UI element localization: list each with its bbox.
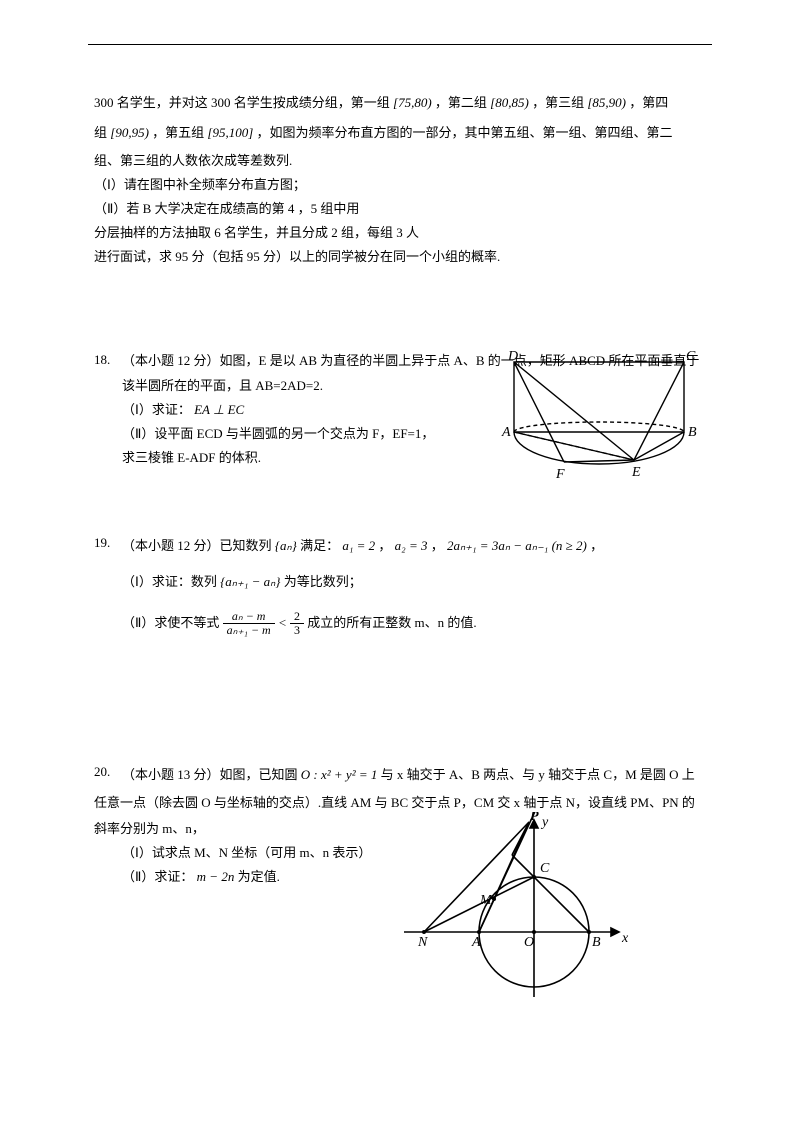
- a2: a₂ = 3: [395, 538, 428, 553]
- q17-part2a: （Ⅱ）若 B 大学决定在成绩高的第 4 ，5 组中用: [94, 198, 714, 220]
- circ: O : x² + y² = 1: [301, 767, 378, 782]
- t: 与 x 轴交于 A、B 两点、与 y 轴交于点 C，M 是圆 O 上: [381, 767, 695, 782]
- t: 成立的所有正整数 m、n 的值.: [307, 615, 476, 630]
- page-content: 300 名学生，并对这 300 名学生按成绩分组，第一组 [75,80) ，第二…: [94, 90, 714, 900]
- lblB: B: [688, 425, 697, 440]
- q17-line1: 300 名学生，并对这 300 名学生按成绩分组，第一组 [75,80) ，第二…: [94, 90, 714, 116]
- t: ，第二组: [435, 95, 487, 110]
- spacer: [94, 483, 714, 533]
- lblA: A: [501, 425, 511, 440]
- t: （本小题 12 分）已知数列: [122, 538, 272, 553]
- t: （Ⅱ）求使不等式: [122, 615, 219, 630]
- t: ，第五组: [152, 125, 204, 140]
- t: 为等比数列；: [284, 574, 362, 589]
- lblD: D: [507, 349, 518, 364]
- perp: EA ⊥ EC: [194, 402, 244, 417]
- group4: [90,95): [110, 125, 149, 140]
- q19-head: （本小题 12 分）已知数列 {aₙ} 满足： a₁ = 2 ， a₂ = 3 …: [122, 533, 714, 559]
- group3: [85,90): [587, 95, 626, 110]
- q17-block: 300 名学生，并对这 300 名学生按成绩分组，第一组 [75,80) ，第二…: [94, 90, 714, 268]
- t: （本小题 13 分）如图，已知圆: [122, 767, 298, 782]
- t: 300 名学生，并对这 300 名学生按成绩分组，第一组: [94, 95, 390, 110]
- q19-row: 19. （本小题 12 分）已知数列 {aₙ} 满足： a₁ = 2 ， a₂ …: [94, 533, 714, 640]
- q20-number: 20.: [94, 762, 122, 783]
- q19-body: （本小题 12 分）已知数列 {aₙ} 满足： a₁ = 2 ， a₂ = 3 …: [122, 533, 714, 640]
- q17-line3: 组、第三组的人数依次成等差数列.: [94, 150, 714, 172]
- rec: 2aₙ₊₁ = 3aₙ − aₙ₋₁ (n ≥ 2): [447, 538, 587, 553]
- seq: {aₙ}: [275, 538, 297, 553]
- lblx: x: [621, 931, 629, 946]
- q18-number: 18.: [94, 350, 122, 371]
- q17-part2c: 进行面试，求 95 分（包括 95 分）以上的同学被分在同一个小组的概率.: [94, 246, 714, 268]
- t: （Ⅰ）求证：数列: [122, 574, 217, 589]
- c: ，: [378, 538, 391, 553]
- q20-block: 20. （本小题 13 分）如图，已知圆 O : x² + y² = 1 与 x…: [94, 762, 714, 888]
- t: 满足：: [300, 538, 339, 553]
- q19-p1: （Ⅰ）求证：数列 {aₙ₊₁ − aₙ} 为等比数列；: [122, 569, 714, 595]
- lblN: N: [417, 935, 428, 950]
- lblO: O: [524, 935, 534, 950]
- lblP: P: [530, 812, 539, 824]
- lblE: E: [631, 465, 641, 480]
- frac1: aₙ − m aₙ₊₁ − m: [223, 610, 275, 637]
- lblM: M: [479, 893, 493, 908]
- q20-row: 20. （本小题 13 分）如图，已知圆 O : x² + y² = 1 与 x…: [94, 762, 714, 790]
- a1: a₁ = 2: [342, 538, 375, 553]
- group5: [95,100]: [207, 125, 253, 140]
- t: ，如图为频率分布直方图的一部分，其中第五组、第一组、第四组、第二: [257, 125, 673, 140]
- t: 为定值.: [238, 869, 280, 884]
- spacer: [94, 652, 714, 762]
- q17-part1: （Ⅰ）请在图中补全频率分布直方图；: [94, 174, 714, 196]
- q20-figure: N A O B x y C M P: [394, 812, 634, 1002]
- t: （Ⅱ）求证：: [122, 869, 193, 884]
- lblA: A: [471, 935, 481, 950]
- spacer: [94, 280, 714, 350]
- q19-p2: （Ⅱ）求使不等式 aₙ − m aₙ₊₁ − m < 2 3 成立的所有正整数 …: [122, 609, 714, 638]
- q20-head: （本小题 13 分）如图，已知圆 O : x² + y² = 1 与 x 轴交于…: [122, 762, 714, 788]
- q17-part2b: 分层抽样的方法抽取 6 名学生，并且分成 2 组，每组 3 人: [94, 222, 714, 244]
- c: ，: [590, 538, 603, 553]
- q20-body: （本小题 13 分）如图，已知圆 O : x² + y² = 1 与 x 轴交于…: [122, 762, 714, 790]
- num: 2: [290, 610, 304, 624]
- page-top-rule: [88, 44, 712, 45]
- q19-block: 19. （本小题 12 分）已知数列 {aₙ} 满足： a₁ = 2 ， a₂ …: [94, 533, 714, 640]
- lblB: B: [592, 935, 601, 950]
- t: （Ⅰ）求证：: [122, 402, 191, 417]
- lblF: F: [555, 467, 565, 482]
- q18-block: 18. （本小题 12 分）如图，E 是以 AB 为直径的半圆上异于点 A、B …: [94, 350, 714, 470]
- t: 组: [94, 125, 107, 140]
- lblC: C: [540, 861, 550, 876]
- frac2: 2 3: [290, 610, 304, 637]
- lblC: C: [686, 349, 696, 364]
- group1: [75,80): [393, 95, 432, 110]
- q19-number: 19.: [94, 533, 122, 554]
- lt: <: [278, 615, 290, 630]
- t: ，第三组: [532, 95, 584, 110]
- q17-line2: 组 [90,95) ，第五组 [95,100] ，如图为频率分布直方图的一部分，…: [94, 120, 714, 146]
- den: 3: [290, 624, 304, 637]
- den: aₙ₊₁ − m: [223, 624, 275, 637]
- c: ，: [431, 538, 444, 553]
- expr: m − 2n: [197, 869, 235, 884]
- t: ，第四: [629, 95, 668, 110]
- q18-figure: D C A B F E: [494, 342, 704, 482]
- group2: [80,85): [490, 95, 529, 110]
- seq2: {aₙ₊₁ − aₙ}: [220, 574, 280, 589]
- lbly: y: [540, 815, 549, 830]
- num: aₙ − m: [223, 610, 275, 624]
